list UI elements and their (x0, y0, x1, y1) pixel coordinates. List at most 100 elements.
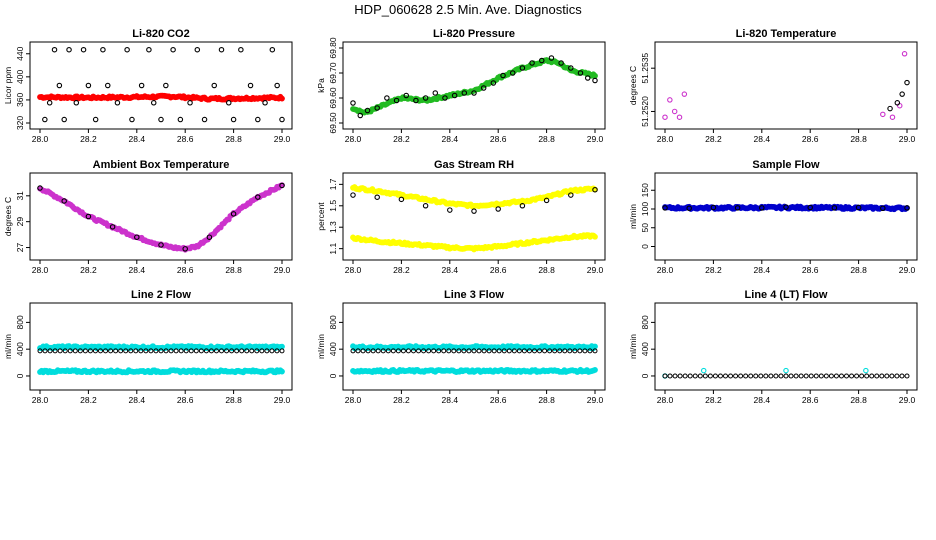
y-tick-label: 31 (15, 191, 25, 201)
y-tick-label: 400 (328, 342, 338, 356)
data-point (592, 348, 598, 354)
data-point (158, 348, 164, 354)
plot-area (662, 367, 910, 379)
data-point (405, 348, 411, 354)
x-tick-label: 28.2 (80, 395, 97, 405)
data-point (662, 114, 668, 120)
data-point (880, 111, 886, 118)
data-point (384, 95, 390, 101)
data-point (710, 204, 717, 211)
y-tick-label: 1.1 (328, 242, 338, 254)
x-tick-label: 28.8 (538, 134, 555, 144)
data-point (717, 373, 723, 379)
data-point (163, 82, 169, 89)
data-point (572, 348, 578, 354)
data-point (364, 107, 371, 114)
data-point (552, 348, 558, 354)
data-point (85, 82, 92, 89)
plot-frame (654, 172, 918, 261)
data-point (838, 373, 844, 379)
data-point (874, 373, 880, 379)
y-tick-label: 0 (640, 373, 650, 378)
y-tick-label: 800 (15, 315, 25, 329)
y-tick-label: 0 (640, 244, 650, 249)
data-point (279, 116, 285, 123)
plot-frame (29, 302, 293, 391)
data-point (432, 90, 439, 96)
data-point (521, 348, 527, 354)
x-tick-label: 28.8 (850, 265, 867, 275)
data-point (813, 373, 819, 379)
x-tick-label: 29.0 (587, 134, 604, 144)
y-tick-label: 0 (328, 373, 338, 378)
x-tick-label: 28.0 (657, 134, 674, 144)
y-axis-label: ml/min (628, 204, 638, 229)
data-point (471, 90, 477, 96)
data-point (274, 82, 280, 89)
data-point (697, 373, 703, 379)
plot-frame (654, 302, 918, 391)
data-point (828, 373, 834, 379)
data-point (213, 348, 219, 354)
data-point (899, 373, 905, 379)
y-axis-label: degrees C (628, 66, 638, 105)
data-point (558, 60, 564, 66)
data-point (92, 348, 98, 354)
data-point (501, 348, 507, 354)
plot-frame (29, 172, 293, 261)
data-point (676, 114, 683, 120)
data-point (279, 368, 285, 375)
x-tick-label: 28.2 (393, 265, 410, 275)
data-point (274, 348, 280, 354)
data-point (471, 208, 477, 214)
data-point (667, 97, 673, 103)
x-tick-label: 28.6 (177, 265, 194, 275)
data-point (148, 348, 154, 354)
data-point (451, 348, 457, 354)
data-point (170, 46, 176, 53)
data-point (201, 116, 208, 123)
data-point (129, 116, 135, 123)
data-point (592, 233, 598, 240)
data-point (264, 348, 270, 354)
x-tick-label: 28.2 (705, 134, 722, 144)
data-point (188, 348, 194, 354)
plot-frame (342, 172, 606, 261)
data-point (85, 213, 92, 220)
data-point (193, 348, 199, 354)
data-point (255, 194, 261, 200)
data-point (783, 367, 789, 374)
data-point (77, 348, 83, 354)
y-tick-label: 1.7 (328, 178, 338, 190)
plot-frame (29, 41, 293, 130)
data-point (133, 348, 139, 354)
y-tick-label: 69.70 (328, 62, 338, 84)
data-point (542, 348, 548, 354)
data-point (247, 82, 254, 89)
data-point (592, 72, 598, 79)
data-point (481, 348, 487, 354)
data-point (194, 46, 201, 53)
chart-panel: Line 3 Flow 28.0 28.2 28.4 28.6 28.8 29.0 0 400 8… (316, 289, 606, 405)
data-point (686, 205, 692, 212)
data-point (113, 348, 119, 354)
data-point (577, 70, 584, 76)
data-point (506, 348, 512, 354)
data-point (411, 348, 416, 354)
data-point (208, 348, 214, 354)
data-point (279, 348, 285, 354)
data-point (511, 348, 517, 354)
data-point (758, 373, 764, 379)
data-point (509, 70, 516, 76)
data-point (584, 75, 591, 81)
x-tick-label: 28.0 (32, 134, 49, 144)
data-point (177, 116, 184, 123)
data-point (442, 95, 448, 101)
chart-panel: Li-820 Temperature 28.0 28.2 28.4 28.6 28.8 29… (628, 28, 918, 144)
x-tick-label: 28.8 (538, 265, 555, 275)
data-point (57, 348, 63, 354)
chart-panel: Ambient Box Temperature 28.0 28.2 28.4 28.6 2… (3, 159, 293, 275)
data-point (173, 348, 179, 354)
y-tick-label: 360 (15, 93, 25, 107)
data-point (146, 46, 152, 53)
